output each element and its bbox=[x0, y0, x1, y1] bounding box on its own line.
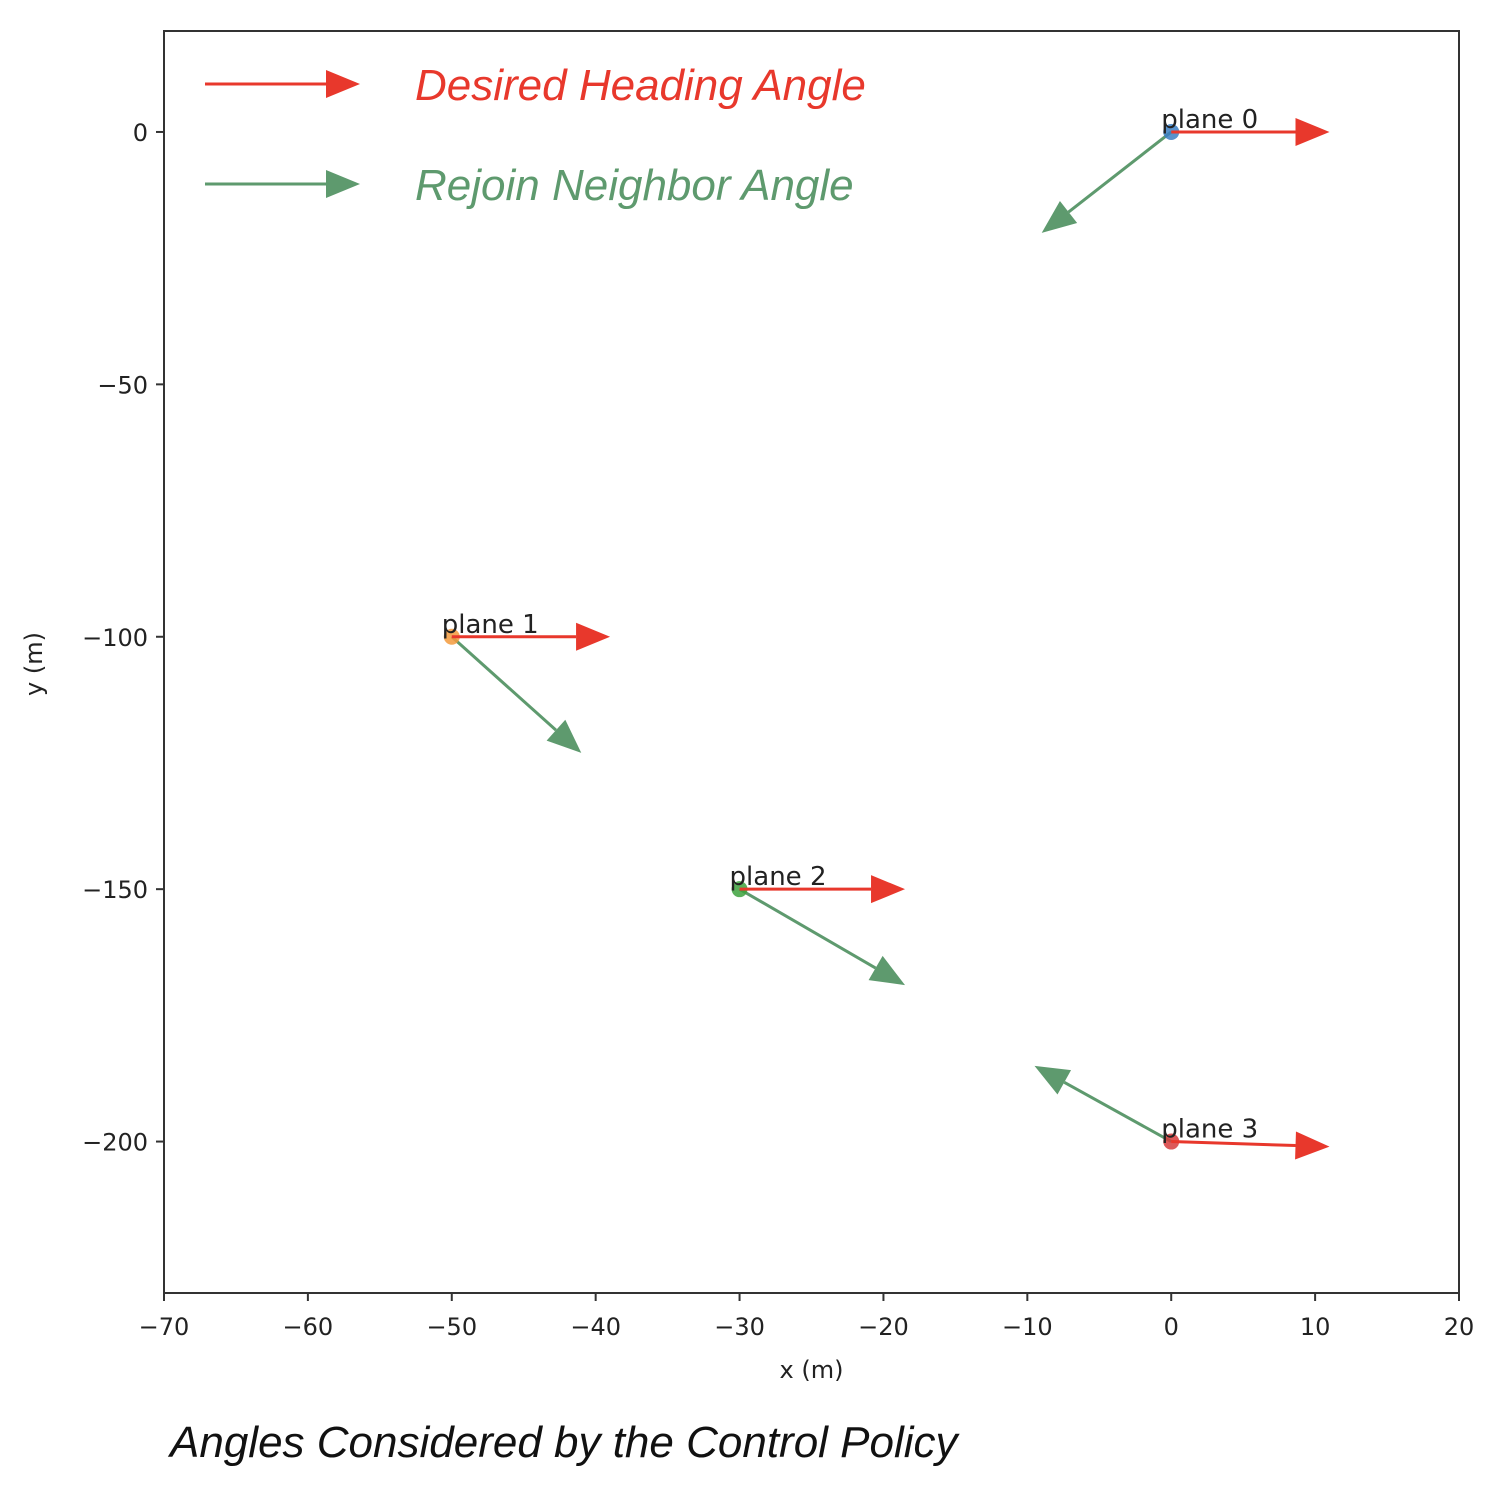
heading-arrow bbox=[451, 622, 611, 651]
legend-entry-1: Rejoin Neighbor Angle bbox=[205, 161, 854, 210]
heading-arrow bbox=[1171, 117, 1330, 146]
y-tick-label: −150 bbox=[82, 876, 148, 904]
plane-3: plane 3 bbox=[1034, 1065, 1330, 1160]
plane-label: plane 3 bbox=[1161, 1115, 1258, 1145]
plane-label: plane 2 bbox=[730, 862, 827, 892]
x-tick-label: −60 bbox=[283, 1313, 334, 1341]
legend-arrow bbox=[205, 70, 360, 98]
plane-0: plane 0 bbox=[1041, 105, 1330, 233]
x-tick-label: −40 bbox=[570, 1313, 621, 1341]
legend-entry-0: Desired Heading Angle bbox=[205, 61, 866, 110]
plane-2: plane 2 bbox=[730, 862, 906, 986]
legend-arrow bbox=[205, 170, 360, 198]
legend-label: Desired Heading Angle bbox=[415, 61, 866, 110]
plot-area bbox=[163, 30, 1460, 1294]
legend-label: Rejoin Neighbor Angle bbox=[415, 161, 854, 210]
y-axis-label: y (m) bbox=[20, 632, 48, 696]
heading-arrow bbox=[739, 875, 906, 904]
y-tick-label: 0 bbox=[133, 119, 148, 147]
x-tick-label: 10 bbox=[1300, 1313, 1331, 1341]
y-axis: 0 −50 −100 −150 −200 bbox=[82, 119, 164, 1157]
y-tick-label: −200 bbox=[82, 1129, 148, 1157]
plane-label: plane 1 bbox=[442, 610, 539, 640]
x-tick-label: −50 bbox=[426, 1313, 477, 1341]
chart: −70 −60 −50 −40 −30 −20 −10 0 10 20 0−50−100−150−… bbox=[20, 30, 1475, 1384]
y-tick-label: −100 bbox=[82, 624, 148, 652]
plane-markers: plane 0 plane 1 plane 2 plane 3 bbox=[442, 105, 1330, 1160]
x-tick-label: −70 bbox=[139, 1313, 190, 1341]
plane-1: plane 1 bbox=[442, 610, 611, 753]
y-tick-label: −50 bbox=[97, 371, 148, 399]
x-tick-label: −30 bbox=[714, 1313, 765, 1341]
legend: Desired Heading Angle Rejoin Neighbor Ang… bbox=[205, 61, 866, 210]
rejoin-arrow bbox=[1041, 130, 1173, 233]
figure-caption: Angles Considered by the Control Policy bbox=[170, 1418, 958, 1467]
x-tick-label: 0 bbox=[1164, 1313, 1179, 1341]
x-axis-label: x (m) bbox=[780, 1356, 844, 1384]
x-tick-label: −20 bbox=[858, 1313, 909, 1341]
x-tick-label: −10 bbox=[1002, 1313, 1053, 1341]
x-axis: −70 −60 −50 −40 −30 −20 −10 0 10 20 bbox=[139, 1293, 1475, 1341]
heading-arrow bbox=[1171, 1131, 1330, 1160]
rejoin-arrow bbox=[738, 887, 906, 986]
rejoin-arrow bbox=[450, 635, 582, 753]
x-tick-label: 20 bbox=[1444, 1313, 1475, 1341]
rejoin-arrow bbox=[1034, 1065, 1172, 1143]
plane-label: plane 0 bbox=[1161, 105, 1258, 135]
